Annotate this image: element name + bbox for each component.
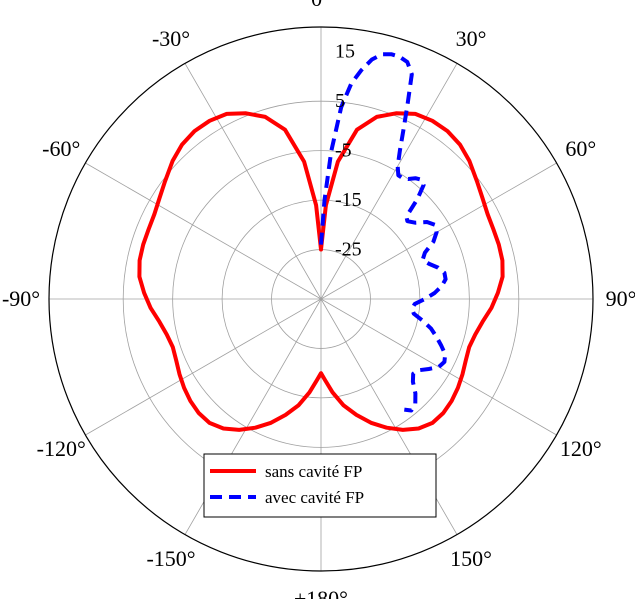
radial-tick-label: 15 (335, 41, 355, 63)
legend: sans cavité FP avec cavité FP (203, 453, 437, 518)
legend-box (203, 453, 437, 518)
angle-tick-label: 150° (450, 546, 492, 571)
angle-grid-line (85, 298, 322, 436)
radial-tick-label: -25 (335, 239, 362, 261)
angle-tick-label: -120° (37, 436, 86, 461)
angle-tick-label: -30° (152, 26, 190, 51)
angle-grid-line (320, 162, 557, 300)
angle-tick-label: -60° (42, 136, 80, 161)
outer-ring (48, 26, 594, 572)
angle-tick-label: 60° (565, 136, 596, 161)
angle-tick-label: 0° (311, 0, 331, 11)
angle-grid-line (320, 298, 557, 436)
angle-tick-label: ±180° (294, 586, 348, 599)
angle-tick-label: 90° (606, 286, 635, 311)
polar-grid (48, 26, 594, 572)
series-line-avec-cavite (319, 52, 448, 413)
legend-label-avec-cavite: avec cavité FP (265, 488, 364, 507)
angle-tick-label: 120° (560, 436, 602, 461)
angle-grid-line (320, 63, 458, 300)
radial-tick-label: -15 (335, 189, 362, 211)
angle-tick-label: 30° (456, 26, 487, 51)
series-layer (137, 52, 505, 432)
radial-tick-label: -5 (335, 140, 352, 162)
radial-tick-label: 5 (335, 90, 345, 112)
radial-grid-circle (172, 150, 470, 448)
angle-tick-label: -90° (2, 286, 40, 311)
series-line-sans-cavite (137, 111, 505, 432)
radial-grid-circle (221, 199, 421, 399)
angle-grid-line (184, 63, 322, 300)
angle-grid-line (85, 162, 322, 300)
angle-tick-label: -150° (146, 546, 195, 571)
radial-labels: -25 -15 -5 5 15 (335, 41, 362, 261)
legend-label-sans-cavite: sans cavité FP (265, 462, 362, 481)
